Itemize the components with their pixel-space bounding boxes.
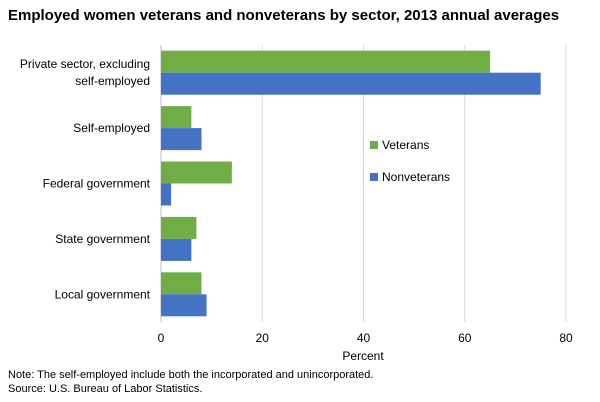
x-tick-label: 80 <box>559 331 573 345</box>
legend-swatch-nonveterans <box>370 173 378 181</box>
bar-nonveterans-4 <box>161 294 207 317</box>
bar-veterans-2 <box>161 161 232 184</box>
bar-veterans-0 <box>161 50 491 73</box>
bar-nonveterans-0 <box>161 72 541 95</box>
x-tick-labels: 0 20 40 60 80 <box>158 331 573 345</box>
category-label: Private sector, excluding <box>20 57 150 71</box>
x-axis-title: Percent <box>342 349 384 363</box>
x-tick-label: 20 <box>256 331 270 345</box>
x-tick-label: 40 <box>357 331 371 345</box>
category-label: self-employed <box>75 74 150 88</box>
category-labels: Private sector, excluding self-employed Se… <box>20 57 151 301</box>
bar-nonveterans-2 <box>161 183 172 206</box>
bar-nonveterans-3 <box>161 238 192 261</box>
legend-label-nonveterans: Nonveterans <box>382 170 450 184</box>
note-text: Note: The self-employed include both the… <box>8 369 374 381</box>
bar-veterans-1 <box>161 106 192 129</box>
x-tick-label: 60 <box>458 331 472 345</box>
chart-title: Employed women veterans and nonveterans … <box>8 7 560 24</box>
bar-veterans-4 <box>161 272 202 295</box>
source-text: Source: U.S. Bureau of Labor Statistics. <box>8 383 203 395</box>
bar-nonveterans-1 <box>161 128 202 151</box>
category-label: Federal government <box>43 177 151 191</box>
category-label: Self-employed <box>73 121 150 135</box>
category-label: State government <box>55 232 150 246</box>
category-label: Local government <box>55 287 151 301</box>
legend: Veterans Nonveterans <box>370 138 450 184</box>
legend-label-veterans: Veterans <box>382 138 429 152</box>
bars <box>161 50 541 317</box>
bar-veterans-3 <box>161 216 197 239</box>
x-tick-label: 0 <box>158 331 165 345</box>
legend-swatch-veterans <box>370 141 378 149</box>
